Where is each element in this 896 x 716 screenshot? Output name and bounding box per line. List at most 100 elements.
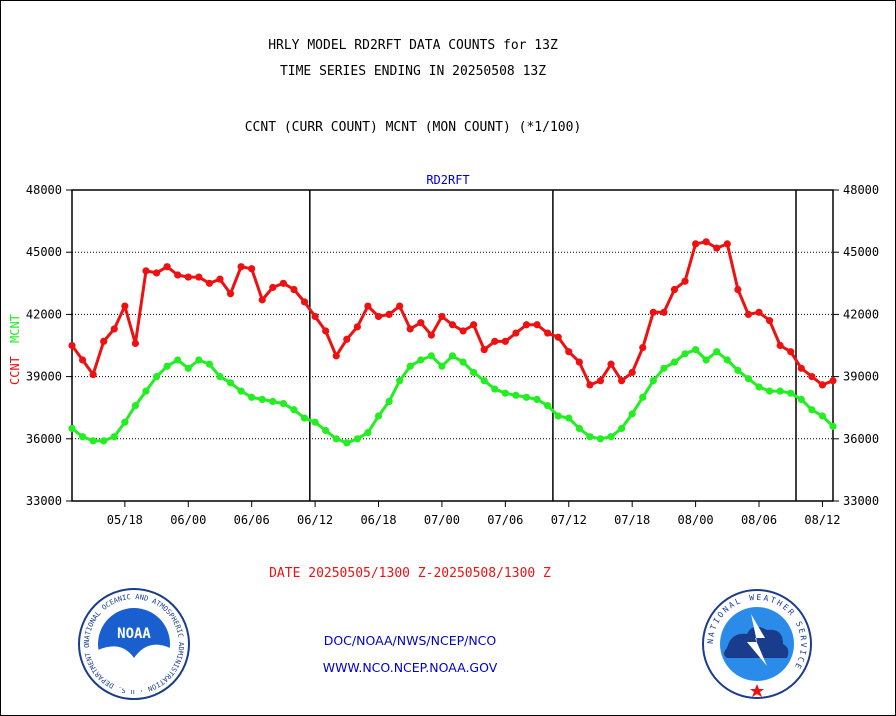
- mcnt-point: [322, 426, 330, 435]
- ccnt-point: [522, 321, 531, 329]
- ccnt-point: [258, 296, 266, 304]
- ccnt-point: [829, 377, 837, 385]
- ccnt-point: [343, 335, 351, 343]
- mcnt-point: [586, 433, 594, 441]
- ccnt-point: [818, 381, 827, 389]
- mcnt-point: [258, 395, 266, 404]
- ccnt-point: [480, 346, 488, 354]
- mcnt-point: [596, 435, 605, 443]
- ccnt-point: [586, 381, 594, 389]
- ccnt-point: [776, 341, 784, 350]
- mcnt-point: [575, 424, 583, 433]
- ccnt-point: [702, 238, 710, 246]
- ccnt-point: [618, 377, 626, 385]
- chart-subtitle-legend: CCNT (CURR COUNT) MCNT (MON COUNT) (*1/1…: [244, 120, 582, 135]
- ccnt-point: [184, 273, 192, 281]
- mcnt-point: [713, 348, 721, 356]
- chart-title-line2: TIME SERIES ENDING IN 20250508 13Z: [279, 64, 547, 79]
- mcnt-point: [374, 412, 383, 420]
- website-link[interactable]: WWW.NCO.NCEP.NOAA.GOV: [322, 660, 498, 675]
- star-icon: [750, 684, 764, 697]
- mcnt-point: [184, 364, 192, 372]
- ccnt-point: [237, 263, 245, 271]
- mcnt-point: [829, 422, 837, 430]
- mcnt-point: [216, 373, 224, 381]
- ccnt-point: [89, 370, 97, 379]
- ccnt-point: [501, 337, 509, 345]
- ccnt-point: [385, 310, 393, 318]
- ccnt-point: [406, 325, 414, 333]
- x-tick-label: 07/18: [614, 513, 650, 527]
- y-tick-label: 48000: [26, 183, 62, 197]
- mcnt-point: [765, 387, 774, 395]
- mcnt-point: [533, 395, 541, 404]
- y-tick-label: 39000: [26, 370, 62, 384]
- x-tick-label: 07/06: [487, 513, 523, 527]
- ccnt-point: [765, 317, 774, 325]
- ccnt-point: [681, 277, 689, 285]
- ccnt-point: [787, 348, 795, 356]
- mcnt-point: [660, 364, 668, 372]
- ccnt-point: [565, 348, 573, 356]
- ccnt-point: [68, 341, 76, 350]
- mcnt-point: [300, 414, 309, 422]
- mcnt-point: [100, 437, 108, 445]
- ccnt-point: [142, 267, 150, 275]
- mcnt-point: [427, 352, 435, 360]
- mcnt-point: [618, 424, 626, 433]
- x-tick-label: 07/12: [551, 513, 587, 527]
- ccnt-point: [300, 298, 309, 306]
- ccnt-point: [195, 273, 203, 281]
- mcnt-point: [68, 424, 76, 433]
- ccnt-point: [544, 329, 552, 337]
- org-link[interactable]: DOC/NOAA/NWS/NCEP/NCO: [323, 633, 497, 648]
- mcnt-point: [248, 393, 256, 401]
- ccnt-point: [470, 321, 478, 329]
- mcnt-point: [364, 428, 372, 437]
- y-axis-right: 33000 36000 39000 42000 45000 48000: [833, 183, 879, 508]
- y-tick-label: 42000: [26, 307, 62, 321]
- ccnt-point: [512, 329, 520, 337]
- ccnt-point: [417, 319, 425, 327]
- ccnt-point: [744, 310, 753, 318]
- mcnt-point: [544, 402, 552, 410]
- grid-lines: [72, 251, 833, 440]
- y-axis-left: 33000 36000 39000 42000 45000 48000: [26, 183, 72, 508]
- ccnt-point: [459, 327, 467, 335]
- mcnt-point: [480, 377, 488, 385]
- ccnt-point: [607, 360, 615, 368]
- ccnt-point: [448, 321, 457, 329]
- mcnt-point: [110, 433, 118, 441]
- ccnt-point: [755, 308, 763, 316]
- y-tick-label: 45000: [26, 245, 62, 259]
- ccnt-point: [121, 302, 129, 310]
- mcnt-point: [142, 387, 150, 395]
- plot-border: [71, 189, 834, 502]
- mcnt-point: [438, 362, 446, 370]
- y-tick-label: 36000: [26, 432, 62, 446]
- y-tick-label: 48000: [843, 183, 879, 197]
- ccnt-point: [131, 339, 140, 348]
- mcnt-point: [797, 395, 805, 404]
- ccnt-point: [691, 240, 700, 248]
- ccnt-point: [660, 308, 668, 316]
- noaa-logo: NATIONAL OCEANIC AND ATMOSPHERIC ADMINIS…: [78, 588, 190, 700]
- ccnt-point: [797, 364, 805, 372]
- mcnt-point: [670, 358, 679, 366]
- mcnt-line: [71, 348, 835, 445]
- x-axis: 05/18 06/00 06/06 06/12 06/18 07/00 07/06 07/12…: [107, 501, 840, 527]
- mcnt-point: [554, 412, 562, 420]
- ccnt-point: [491, 337, 499, 345]
- mcnt-point: [152, 373, 161, 381]
- day-divider-lines: [309, 190, 797, 501]
- mcnt-point: [343, 439, 351, 447]
- y-tick-label: 36000: [843, 432, 879, 446]
- ccnt-point: [163, 263, 171, 271]
- ccnt-point: [216, 275, 224, 283]
- mcnt-point: [702, 356, 710, 364]
- ccnt-point: [639, 343, 647, 352]
- ccnt-point: [374, 312, 383, 321]
- ccnt-point: [322, 327, 330, 335]
- mcnt-point: [755, 383, 763, 391]
- series-mcnt: [68, 346, 837, 447]
